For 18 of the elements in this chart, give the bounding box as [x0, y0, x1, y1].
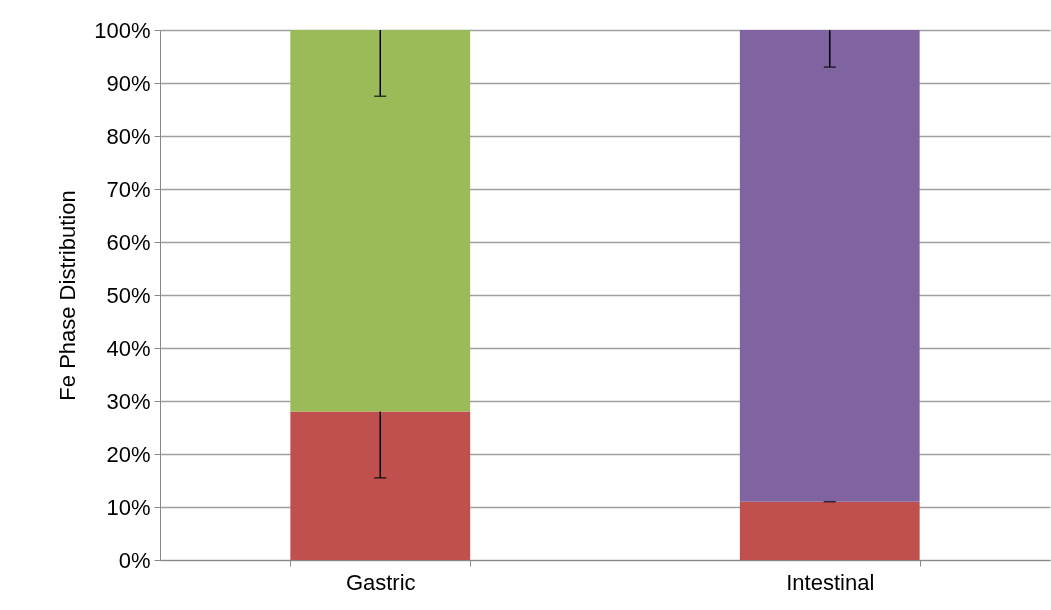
y-tick-label: 30%	[106, 388, 151, 414]
x-tick-label: Gastric	[345, 569, 416, 595]
y-tick-label: 90%	[106, 70, 151, 96]
bar	[739, 501, 920, 560]
y-tick-label: 60%	[106, 229, 151, 255]
bar	[290, 30, 471, 412]
y-tick-label: 20%	[106, 441, 151, 467]
y-tick-label: 70%	[106, 176, 151, 202]
y-tick-label: 100%	[94, 17, 151, 43]
bar	[290, 411, 471, 560]
y-tick-label: 0%	[118, 547, 151, 573]
bar	[739, 30, 920, 502]
y-tick-label: 40%	[106, 335, 151, 361]
y-tick-label: 50%	[106, 282, 151, 308]
y-tick-label: 80%	[106, 123, 151, 149]
y-tick-label: 10%	[106, 494, 151, 520]
y-axis-title: Fe Phase Distribution	[55, 190, 81, 401]
x-tick-label: Intestinal	[786, 569, 875, 595]
